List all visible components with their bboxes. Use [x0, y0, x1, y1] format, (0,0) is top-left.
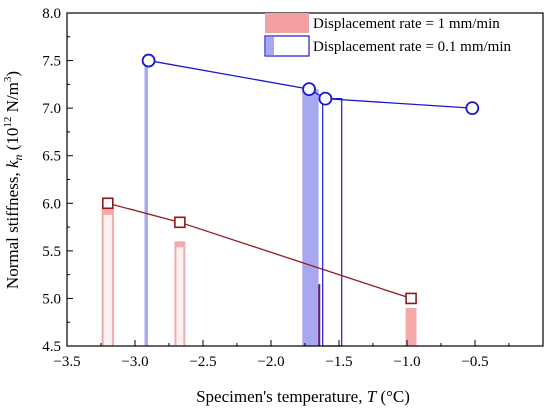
legend-swatch-series1 — [265, 13, 309, 33]
series2-marker-1 — [302, 82, 316, 97]
y-tick-label-3: 6.0 — [42, 196, 61, 212]
y-axis-label: Normal stiffness, kn (1012 N/m3) — [2, 71, 25, 289]
y-tick-label-5: 7.0 — [42, 101, 61, 117]
x-tick-label-6: −0.5 — [461, 354, 488, 370]
series1-marker-0 — [102, 197, 114, 210]
series2-marker-3 — [465, 101, 480, 116]
x-tick-label-1: −3.0 — [121, 354, 148, 370]
bar-series1-2 — [405, 307, 417, 346]
series1-marker-1 — [174, 216, 186, 229]
bar-series1-inner-0 — [103, 214, 112, 346]
series2-line — [148, 59, 473, 109]
series1-marker-2 — [405, 292, 417, 305]
y-tick-label-0: 4.5 — [42, 339, 61, 355]
x-tick-label-4: −1.5 — [325, 354, 352, 370]
series2-marker-2 — [318, 91, 333, 106]
legend-swatch-series2-fill — [266, 37, 274, 55]
legend: Displacement rate = 1 mm/min Displacement… — [264, 13, 511, 57]
y-tick-label-4: 6.5 — [42, 149, 61, 165]
x-axis-label: Specimen's temperature, T (°C) — [196, 387, 410, 406]
y-tick-label-7: 8.0 — [42, 6, 61, 22]
lines-layer — [102, 53, 480, 305]
x-tick-label-5: −1.0 — [393, 354, 420, 370]
bar-series2-1 — [302, 89, 319, 346]
x-tick-label-2: −2.5 — [189, 354, 216, 370]
y-tick-label-1: 5.0 — [42, 291, 61, 307]
legend-label-series1: Displacement rate = 1 mm/min — [313, 16, 500, 32]
y-tick-label-6: 7.5 — [42, 54, 61, 70]
x-tick-label-3: −2.0 — [257, 354, 284, 370]
bar-series2-0 — [144, 60, 148, 346]
bars-layer — [101, 60, 417, 347]
y-tick-label-2: 5.5 — [42, 244, 61, 260]
bar-series1-inner-1 — [176, 247, 184, 346]
legend-label-series2: Displacement rate = 0.1 mm/min — [313, 39, 511, 55]
x-tick-label-0: −3.5 — [53, 354, 80, 370]
series2-marker-0 — [141, 53, 156, 68]
legend-swatch-series2 — [264, 35, 310, 57]
